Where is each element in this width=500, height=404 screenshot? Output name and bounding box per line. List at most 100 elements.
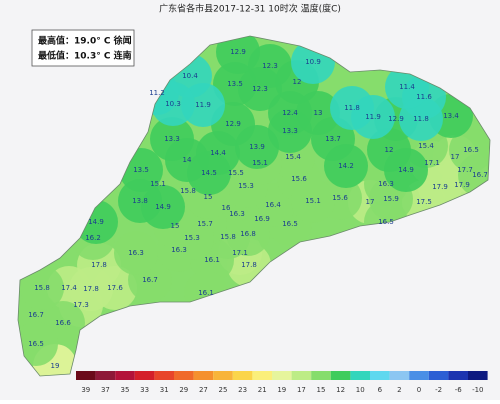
station-value: 13.5 [227, 80, 243, 88]
legend-label: 2 [397, 386, 401, 394]
station-value: 16.7 [472, 171, 488, 179]
station-value: 17.8 [83, 285, 99, 293]
station-value: 15.5 [228, 169, 244, 177]
legend-label: 21 [258, 386, 267, 394]
station-value: 17 [366, 198, 375, 206]
station-value: 17.3 [73, 301, 89, 309]
station-value: 17.7 [457, 166, 473, 174]
legend-swatch [311, 371, 331, 380]
station-value: 15.4 [418, 142, 434, 150]
station-labels: 12.9 12.3 10.9 10.4 13.5 12.3 12 11.210.3 11.9 11… [28, 48, 488, 370]
station-value: 14.9 [398, 166, 414, 174]
station-value: 13.5 [133, 166, 149, 174]
station-value: 16.6 [55, 319, 71, 327]
legend-label: 6 [378, 386, 383, 394]
legend-swatch [252, 371, 272, 380]
station-value: 15.1 [305, 197, 321, 205]
legend-swatch [291, 371, 312, 380]
station-value: 10.3 [165, 100, 181, 108]
legend: 39 37 35 33 31 29 27 25 23 21 19 17 15 12 10 6 2 0 -2 -6 -10 [76, 371, 488, 394]
temperature-cell [449, 128, 490, 172]
station-value: 17.8 [241, 261, 257, 269]
station-value: 15.7 [197, 220, 213, 228]
legend-swatch [213, 371, 233, 380]
legend-label: 12 [336, 386, 345, 394]
legend-label: -6 [455, 386, 463, 394]
legend-swatch [468, 371, 488, 380]
legend-swatch [232, 371, 253, 380]
station-value: 15.6 [332, 194, 348, 202]
temperature-cell [238, 67, 282, 111]
station-value: 11.8 [344, 104, 360, 112]
legend-swatch [389, 371, 410, 380]
legend-label: 39 [81, 386, 90, 394]
station-value: 17 [451, 153, 460, 161]
station-value: 16.9 [254, 215, 270, 223]
legend-swatch [428, 371, 449, 380]
station-value: 16.5 [378, 218, 394, 226]
temperature-cell [118, 179, 162, 223]
temperature-cell [20, 266, 64, 310]
temperature-cell [114, 231, 158, 275]
station-value: 14 [183, 156, 192, 164]
legend-swatch [76, 371, 96, 380]
legend-label: 17 [297, 386, 306, 394]
legend-swatch [95, 371, 116, 380]
legend-label: 23 [238, 386, 247, 394]
station-value: 17.9 [432, 183, 448, 191]
station-value: 12.3 [252, 85, 268, 93]
station-value: 15.9 [383, 195, 399, 203]
station-value: 14.4 [210, 149, 226, 157]
station-value: 11.2 [149, 89, 165, 97]
station-value: 16.1 [198, 289, 214, 297]
station-value: 12.3 [262, 62, 278, 70]
legend-swatch [330, 371, 351, 380]
legend-swatch [115, 371, 135, 380]
legend-swatch [448, 371, 468, 380]
station-value: 16.2 [85, 234, 101, 242]
legend-swatch [193, 371, 214, 380]
station-value: 13.8 [132, 197, 148, 205]
temperature-cell [367, 128, 411, 172]
station-value: 16.5 [463, 146, 479, 154]
legend-swatch [350, 371, 370, 380]
info-min: 最低值：10.3° C 连南 [38, 50, 132, 62]
station-value: 13.3 [164, 135, 180, 143]
legend-label: 27 [199, 386, 208, 394]
station-value: 15.3 [184, 234, 200, 242]
station-value: 16.5 [282, 220, 298, 228]
station-value: 16.3 [171, 246, 187, 254]
legend-swatch [134, 371, 155, 380]
legend-label: 33 [140, 386, 149, 394]
station-value: 15.3 [238, 182, 254, 190]
legend-label: -2 [435, 386, 442, 394]
legend-swatch [154, 371, 174, 380]
station-value: 12 [385, 146, 394, 154]
station-value: 13.3 [282, 127, 298, 135]
legend-label: 35 [121, 386, 130, 394]
station-value: 12.9 [230, 48, 246, 56]
station-value: 14.2 [338, 162, 354, 170]
station-value: 13.9 [249, 143, 265, 151]
temperature-cell [150, 117, 194, 161]
legend-swatch [370, 371, 390, 380]
station-value: 15.6 [291, 175, 307, 183]
station-value: 17.5 [416, 198, 432, 206]
station-value: 16.3 [378, 180, 394, 188]
temperature-cell [291, 179, 335, 223]
station-value: 16.7 [142, 276, 158, 284]
station-value: 13 [314, 109, 323, 117]
legend-label: 10 [356, 386, 365, 394]
station-value: 17.8 [91, 261, 107, 269]
legend-label: 19 [277, 386, 286, 394]
station-value: 15 [171, 222, 180, 230]
legend-label: 25 [219, 386, 228, 394]
station-value: 11.6 [416, 93, 432, 101]
station-value: 15.4 [285, 153, 301, 161]
legend-swatch [409, 371, 429, 380]
station-value: 16.3 [128, 249, 144, 257]
station-value: 15.8 [34, 284, 50, 292]
station-value: 16.8 [240, 230, 256, 238]
legend-label: 29 [179, 386, 188, 394]
